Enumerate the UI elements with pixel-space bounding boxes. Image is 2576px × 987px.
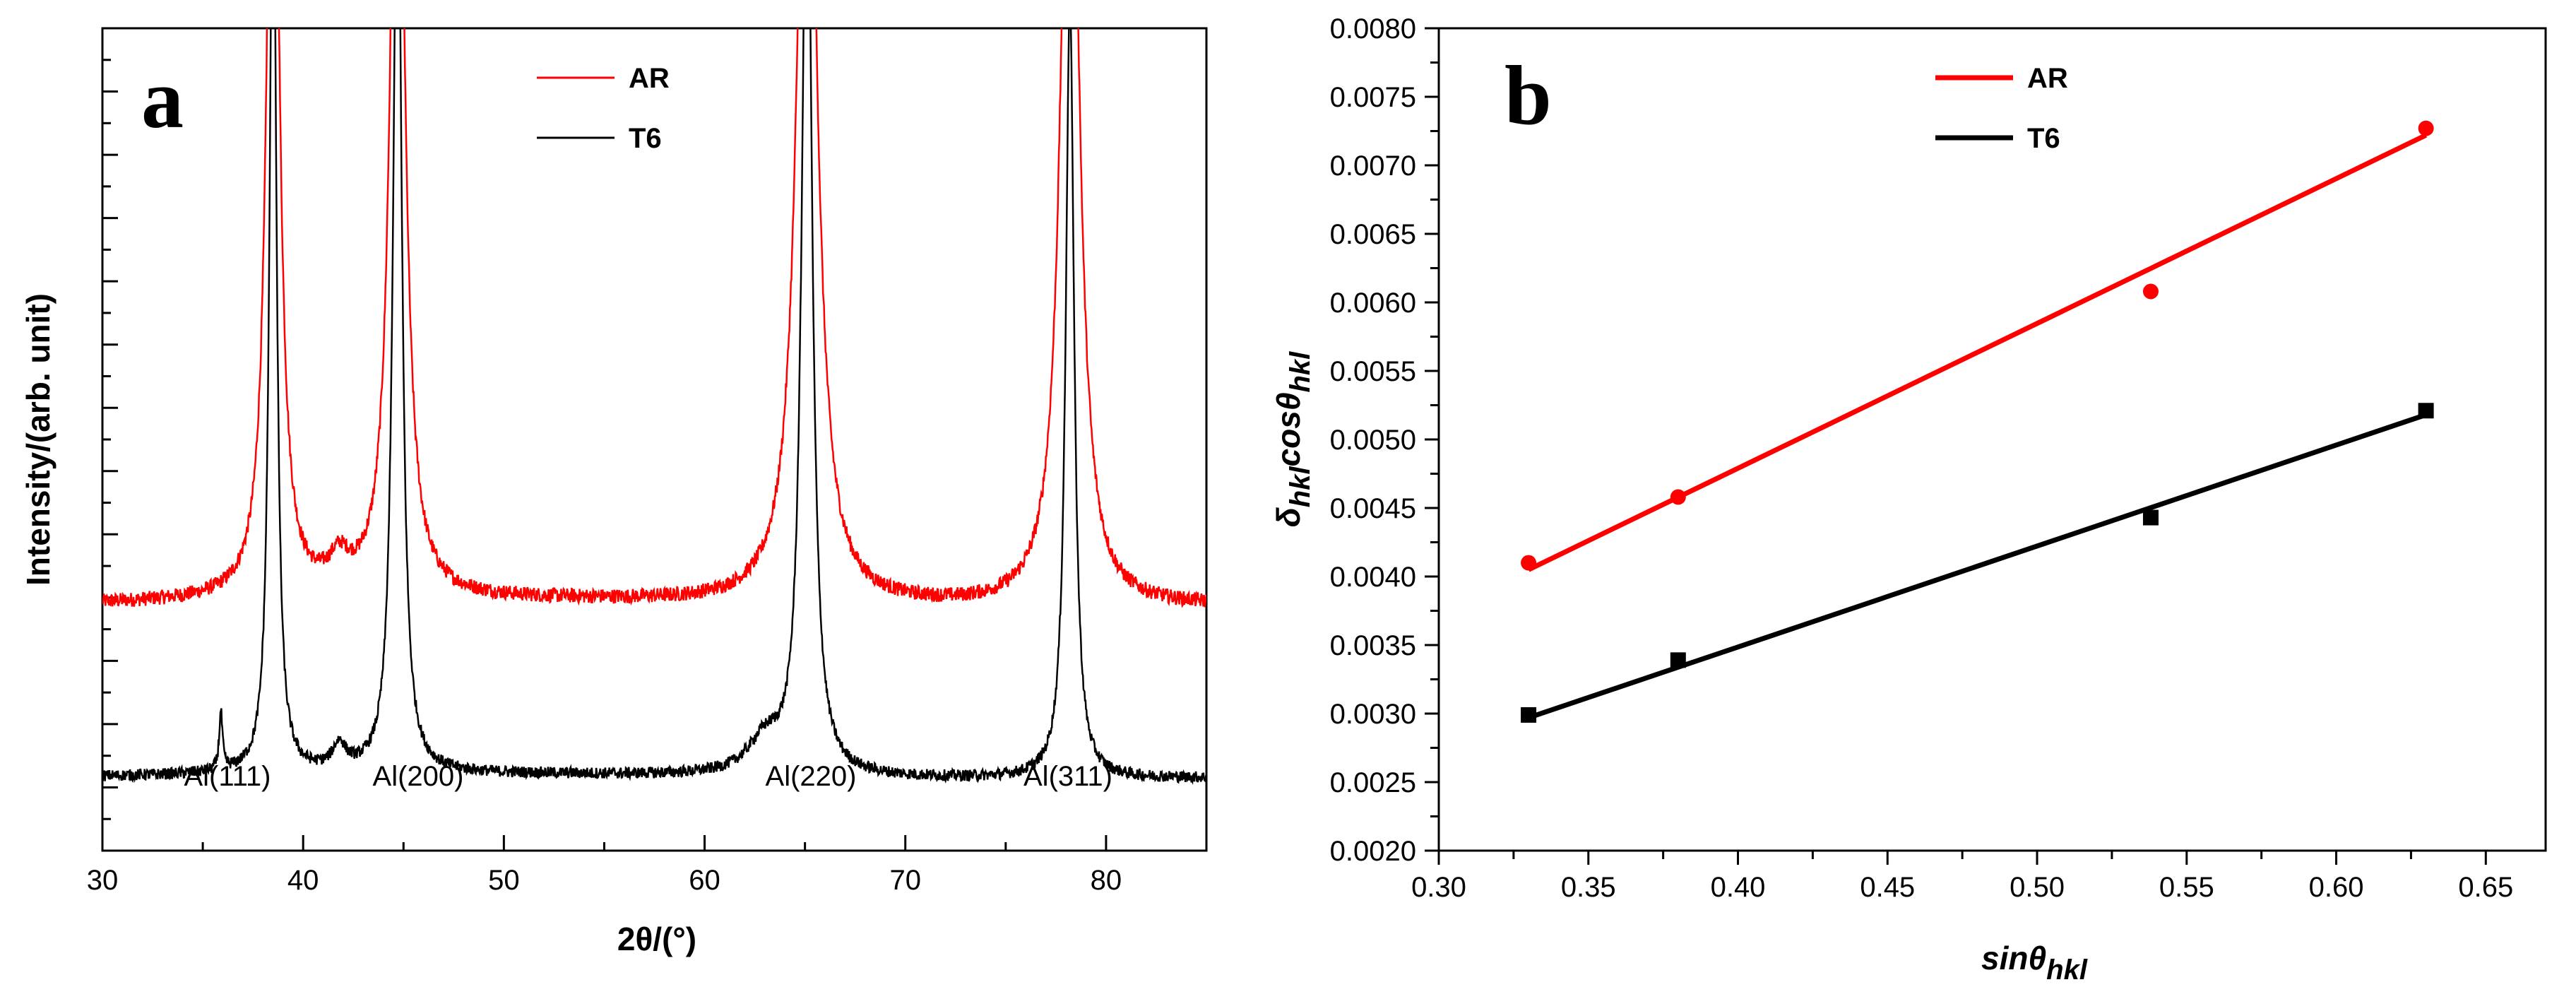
x-axis-title-b: sinθhkl <box>1981 940 2088 986</box>
y-axis-title-b-cos: cosθ <box>1270 393 1307 467</box>
y-tick-label-b: 0.0025 <box>1330 767 1416 798</box>
y-tick-label-b: 0.0040 <box>1330 562 1416 593</box>
x-tick-label-b: 0.40 <box>1711 872 1766 903</box>
x-axis-ticks-b: 0.30 0.35 0.40 0.45 0.50 0.55 0.60 0.65 <box>1411 851 2513 903</box>
x-axis-title-b-main: sinθ <box>1981 940 2046 976</box>
data-point-ar <box>1521 555 1537 571</box>
x-tick-label-b: 0.60 <box>2309 872 2364 903</box>
peak-label-al111: Al(111) <box>184 761 271 792</box>
x-tick-label-b: 0.65 <box>2458 872 2513 903</box>
data-point-ar <box>2142 283 2159 300</box>
x-tick-label-b: 0.30 <box>1411 872 1466 903</box>
data-point-t6 <box>2142 509 2159 526</box>
xrd-pattern-ar <box>102 28 1206 608</box>
x-axis-ticks-a: 30 40 50 60 70 80 <box>87 835 1208 896</box>
y-axis-ticks-b: 0.0020 0.0025 0.0030 0.0035 0.0040 0.0045 0.00… <box>1330 13 1439 867</box>
x-tick-label-a: 70 <box>889 865 921 896</box>
x-tick-label-a: 30 <box>87 865 119 896</box>
legend-b-t6-label: T6 <box>2027 123 2060 154</box>
data-point-t6 <box>2418 403 2434 419</box>
y-tick-label-b: 0.0045 <box>1330 493 1416 524</box>
y-tick-label-b: 0.0065 <box>1330 219 1416 250</box>
plot-frame-b <box>1437 27 2547 852</box>
panel-b: 0.30 0.35 0.40 0.45 0.50 0.55 0.60 0.65 0.00200… <box>1270 13 2547 986</box>
peak-label-al220: Al(220) <box>766 761 857 792</box>
xrd-pattern-t6 <box>102 28 1206 785</box>
x-tick-label-a: 40 <box>287 865 319 896</box>
y-axis-title-b-delta: δ <box>1270 507 1307 527</box>
data-point-t6 <box>1521 707 1537 723</box>
x-tick-label-b: 0.35 <box>1561 872 1616 903</box>
y-axis-title-a: Intensity/(arb. unit) <box>20 293 57 586</box>
peak-label-al200: Al(200) <box>373 761 464 792</box>
y-axis-title-b: δhklcosθhkl <box>1270 351 1316 527</box>
legend-b: AR T6 <box>1935 63 2068 154</box>
x-axis-title-a: 2θ/(°) <box>617 921 696 957</box>
x-tick-label-b: 0.55 <box>2159 872 2214 903</box>
y-tick-label-b: 0.0030 <box>1330 699 1416 730</box>
legend-a-ar-label: AR <box>629 63 670 94</box>
legend-a: AR T6 <box>537 63 670 154</box>
panel-label-a: a <box>141 52 184 146</box>
x-tick-label-b: 0.45 <box>1860 872 1915 903</box>
x-tick-label-b: 0.50 <box>2010 872 2065 903</box>
x-tick-label-a: 50 <box>488 865 520 896</box>
data-point-ar <box>2418 120 2434 136</box>
peak-label-al311: Al(311) <box>1023 761 1112 792</box>
panel-label-b: b <box>1504 48 1552 142</box>
y-tick-label-b: 0.0070 <box>1330 150 1416 182</box>
y-tick-label-b: 0.0055 <box>1330 356 1416 387</box>
fit-line-t6 <box>1527 412 2427 721</box>
data-point-t6 <box>1670 652 1686 668</box>
x-tick-label-a: 60 <box>689 865 720 896</box>
y-tick-label-b: 0.0020 <box>1330 836 1416 867</box>
y-axis-title-b-sub1: hkl <box>1285 466 1316 508</box>
y-axis-title-b-sub2: hkl <box>1285 351 1316 393</box>
data-point-ar <box>1670 489 1686 505</box>
y-tick-label-b: 0.0060 <box>1330 288 1416 319</box>
fit-line-ar <box>1527 133 2428 572</box>
legend-a-t6-label: T6 <box>629 123 662 154</box>
x-tick-label-a: 80 <box>1091 865 1122 896</box>
y-tick-label-b: 0.0035 <box>1330 630 1416 661</box>
panel-a: 30 40 50 60 70 80 a AR T6 Al(111) Al(200) Al(… <box>20 27 1208 957</box>
y-axis-ticks-a <box>102 27 118 820</box>
y-tick-label-b: 0.0075 <box>1330 82 1416 113</box>
y-tick-label-b: 0.0050 <box>1330 425 1416 456</box>
y-tick-label-b: 0.0080 <box>1330 13 1416 45</box>
legend-b-ar-label: AR <box>2027 63 2068 94</box>
x-axis-title-b-sub: hkl <box>2046 955 2088 986</box>
